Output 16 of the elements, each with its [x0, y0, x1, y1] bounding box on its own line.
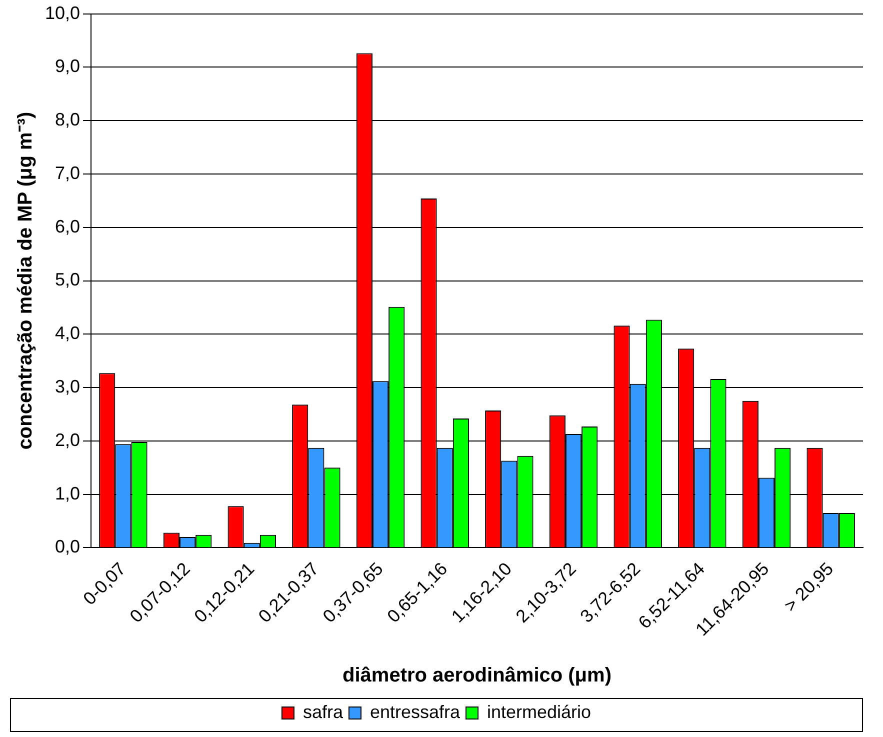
x-axis-title: diâmetro aerodinâmico (μm) — [342, 664, 612, 687]
y-tick-label: 6,0 — [55, 216, 80, 236]
y-tick-label: 0,0 — [55, 536, 80, 557]
legend-label: intermediário — [487, 702, 592, 722]
y-tick-label: 7,0 — [55, 162, 80, 183]
legend-label: safra — [302, 702, 344, 722]
y-tick-label: 8,0 — [55, 110, 80, 130]
y-tick-label: 9,0 — [55, 56, 80, 76]
y-tick-label: 1,0 — [55, 483, 80, 504]
y-tick-label: 5,0 — [55, 270, 80, 290]
legend-label: entressafra — [370, 702, 461, 722]
y-tick-label: 3,0 — [55, 376, 80, 397]
y-tick-label: 10,0 — [44, 2, 80, 23]
y-tick-label: 4,0 — [55, 323, 80, 344]
y-axis-title: concentração média de MP (μg m⁻³) — [14, 112, 37, 450]
y-tick-label: 2,0 — [55, 430, 80, 450]
